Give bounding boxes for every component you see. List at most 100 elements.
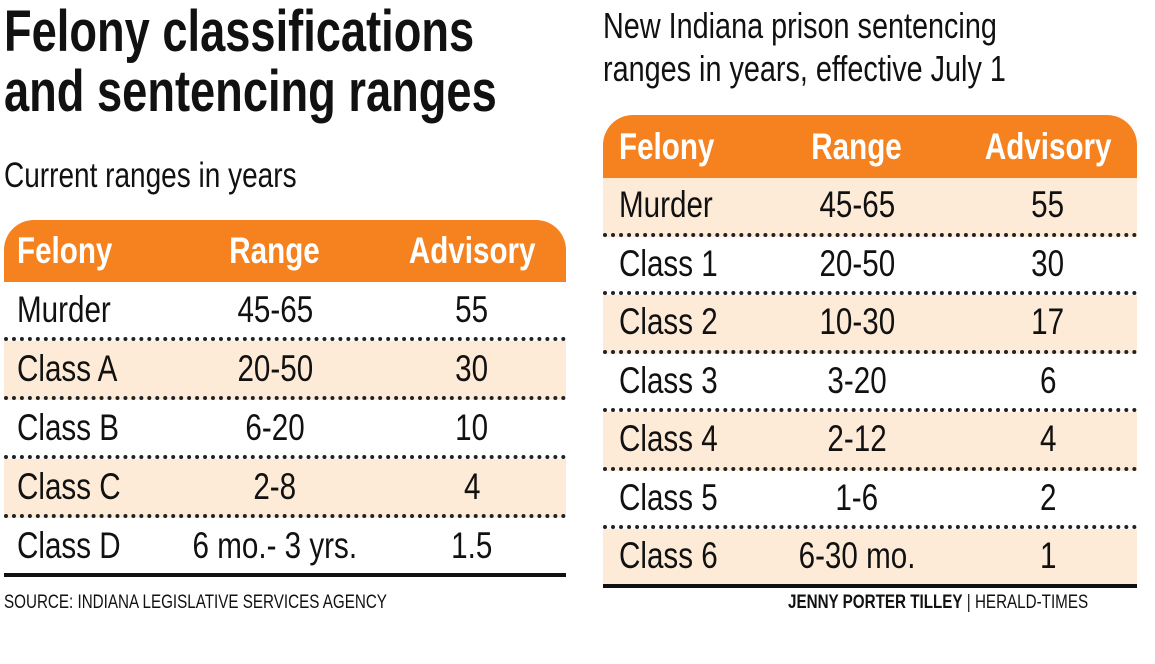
table-cell: Class 1 xyxy=(619,237,779,292)
table-row: Class 5 1-6 2 xyxy=(603,471,1137,529)
table-cell: 4 xyxy=(384,459,560,514)
table-cell: Class B xyxy=(17,400,187,455)
table-cell-text: 45-65 xyxy=(237,288,313,330)
table-cell-text: 17 xyxy=(1031,301,1065,343)
table-cell: Class A xyxy=(17,341,187,396)
table-cell: 2-8 xyxy=(184,459,366,514)
table-cell: 1 xyxy=(953,529,1143,584)
table-row: Class 6 6-30 mo. 1 xyxy=(603,529,1137,588)
table-cell: 17 xyxy=(953,295,1143,350)
column-header-text: Range xyxy=(811,125,903,167)
table-cell: 2 xyxy=(953,471,1143,526)
table-cell-text: 4 xyxy=(1039,418,1057,460)
new-ranges-table: Felony Range Advisory Murder 45-65 55 Class 1 2… xyxy=(603,115,1137,588)
table-row: Class 4 2-12 4 xyxy=(603,412,1137,471)
table-cell: 55 xyxy=(384,282,560,337)
table-row: Class 3 3-20 6 xyxy=(603,354,1137,412)
table-cell-text: 6 mo.- 3 yrs. xyxy=(192,524,358,566)
column-header-text: Felony xyxy=(17,230,113,271)
table-cell: Murder xyxy=(619,178,779,233)
table-cell: 10 xyxy=(384,400,560,455)
table-cell-text: 6-20 xyxy=(245,406,305,448)
table-cell: Class 3 xyxy=(619,354,779,409)
table-cell-text: 45-65 xyxy=(819,184,895,226)
table-cell: 45-65 xyxy=(779,178,935,233)
table-row: Class C 2-8 4 xyxy=(4,459,566,518)
table-cell-text: 10-30 xyxy=(819,301,895,343)
table-cell: Class 2 xyxy=(619,295,779,350)
table-cell-text: Murder xyxy=(619,184,713,226)
table-cell-text: 3-20 xyxy=(827,359,887,401)
table-cell-text: Class B xyxy=(17,406,119,448)
table-cell: Class 6 xyxy=(619,529,779,584)
table-cell-text: Class 6 xyxy=(619,535,718,577)
table-cell: 4 xyxy=(953,412,1143,467)
new-table-subtitle: New Indiana prison sentencing ranges in … xyxy=(603,5,1006,89)
table-cell: Murder xyxy=(17,282,187,337)
table-cell: Class D xyxy=(17,518,187,573)
column-header-text: Felony xyxy=(619,125,715,167)
table-cell: 6 mo.- 3 yrs. xyxy=(184,518,366,573)
column-header: Felony xyxy=(17,220,187,282)
current-ranges-table: Felony Range Advisory Murder 45-65 55 Class A 2… xyxy=(4,220,566,580)
table-row: Class 1 20-50 30 xyxy=(603,237,1137,295)
table-cell: 6 xyxy=(953,354,1143,409)
table-row: Class A 20-50 30 xyxy=(4,341,566,400)
table-cell-text: 1-6 xyxy=(835,476,879,518)
table-cell-text: 30 xyxy=(1031,242,1065,284)
current-table-subtitle: Current ranges in years xyxy=(4,156,297,195)
table-cell: 30 xyxy=(384,341,560,396)
table-cell-text: 1.5 xyxy=(451,524,493,566)
source-note: SOURCE: INDIANA LEGISLATIVE SERVICES AGE… xyxy=(4,592,387,613)
table-cell: 20-50 xyxy=(184,341,366,396)
table-cell: 55 xyxy=(953,178,1143,233)
table-header: Felony Range Advisory xyxy=(4,220,566,282)
table-cell-text: Class 3 xyxy=(619,359,718,401)
table-row: Murder 45-65 55 xyxy=(4,282,566,341)
table-cell: 10-30 xyxy=(779,295,935,350)
table-cell: 45-65 xyxy=(184,282,366,337)
table-cell: 3-20 xyxy=(779,354,935,409)
table-cell: 20-50 xyxy=(779,237,935,292)
table-cell-text: 55 xyxy=(1031,184,1065,226)
table-row: Class B 6-20 10 xyxy=(4,400,566,459)
table-cell-text: 30 xyxy=(455,347,489,389)
column-header-text: Advisory xyxy=(984,125,1112,167)
table-cell-text: 20-50 xyxy=(237,347,313,389)
table-cell-text: 20-50 xyxy=(819,242,895,284)
table-cell: Class C xyxy=(17,459,187,514)
title-line-1: Felony classifications xyxy=(4,0,475,64)
credit-organization: HERALD-TIMES xyxy=(974,592,1089,613)
credit-separator: | xyxy=(966,592,971,613)
table-cell-text: 6 xyxy=(1039,359,1057,401)
table-cell-text: Murder xyxy=(17,288,111,330)
table-cell-text: 6-30 mo. xyxy=(798,535,916,577)
table-cell: 1.5 xyxy=(384,518,560,573)
table-row: Class 2 10-30 17 xyxy=(603,295,1137,354)
table-cell: 6-20 xyxy=(184,400,366,455)
column-header: Advisory xyxy=(953,115,1143,178)
table-cell: 6-30 mo. xyxy=(779,529,935,584)
table-cell-text: Class C xyxy=(17,465,121,507)
table-cell-text: Class 2 xyxy=(619,301,718,343)
table-cell-text: 2-12 xyxy=(827,418,887,460)
table-cell-text: 10 xyxy=(455,406,489,448)
column-header: Felony xyxy=(619,115,779,178)
table-cell: 1-6 xyxy=(779,471,935,526)
table-cell-text: Class 5 xyxy=(619,476,718,518)
table-row: Murder 45-65 55 xyxy=(603,178,1137,237)
table-cell-text: Class 4 xyxy=(619,418,718,460)
table-cell-text: Class 1 xyxy=(619,242,718,284)
column-header-text: Range xyxy=(229,230,321,271)
title-line-2: and sentencing ranges xyxy=(4,59,497,124)
table-cell-text: 2 xyxy=(1039,476,1057,518)
table-header: Felony Range Advisory xyxy=(603,115,1137,178)
table-cell-text: Class D xyxy=(17,524,121,566)
column-header-text: Advisory xyxy=(408,230,536,271)
table-cell-text: 2-8 xyxy=(253,465,297,507)
table-cell: 2-12 xyxy=(779,412,935,467)
column-header: Range xyxy=(779,115,935,178)
table-cell-text: 1 xyxy=(1039,535,1057,577)
column-header: Advisory xyxy=(384,220,560,282)
table-cell: Class 5 xyxy=(619,471,779,526)
